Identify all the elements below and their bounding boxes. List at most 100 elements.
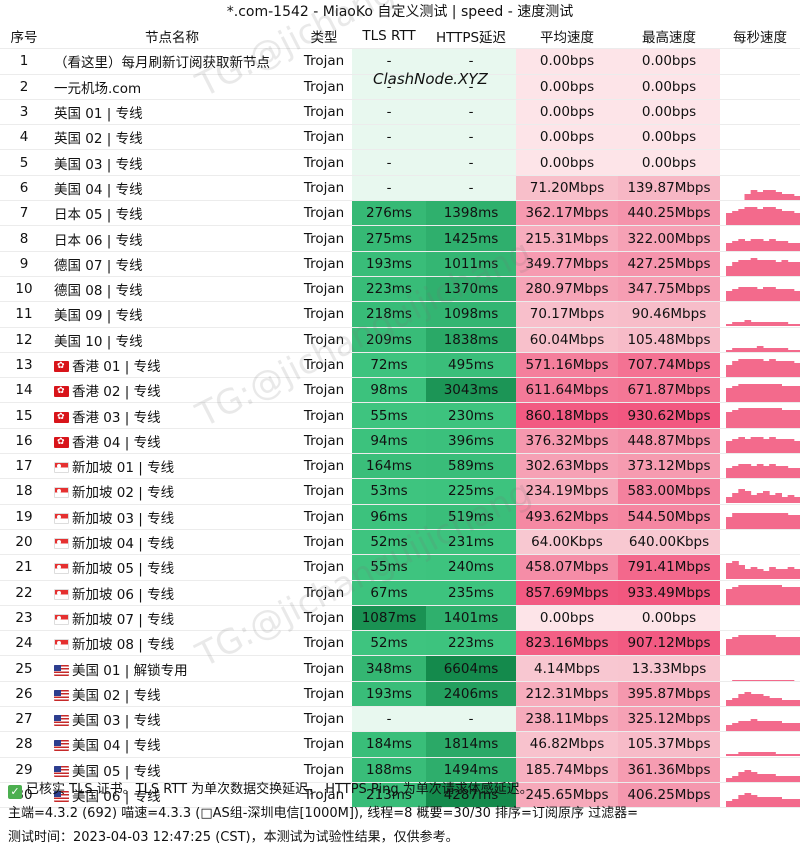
flag-hk-icon [54,361,69,372]
sparkline-bar [769,384,776,402]
cell-no: 21 [0,554,48,581]
cell-avg-speed: 212.31Mbps [516,681,618,708]
footer-cert-note: ✓ 已核实 TLS 证书。TLS RTT 为单次数据交换延迟， HTTPS Pin… [0,780,800,800]
cell-tls-rtt: 276ms [352,200,426,227]
cell-type: Trojan [296,554,352,581]
node-name-text: 美国 04 | 专线 [54,181,143,198]
cell-tls-rtt: 55ms [352,402,426,429]
sparkline-bar [726,291,733,301]
cell-per-second-speed [720,200,800,227]
sparkline-bar [775,637,782,655]
sparkline-bar [726,324,733,327]
cell-per-second-speed [720,124,800,151]
cell-per-second-speed [720,529,800,556]
cell-node-name: 新加坡 04 | 专线 [48,529,296,556]
cell-https-latency: 1814ms [426,731,516,758]
cell-type: Trojan [296,504,352,530]
table-row: 4 英国 02 | 专线 Trojan - -0.00bps 0.00bps [0,124,800,151]
cell-max-speed: 0.00bps [618,99,720,126]
flag-us-icon [54,689,69,701]
sparkline-bar [738,512,745,529]
sparkline-bar [769,567,776,580]
cell-node-name: 香港 04 | 专线 [48,428,296,455]
sparkline-bar [769,635,776,655]
sparkline-bar [763,189,770,200]
table-row: 10 德国 08 | 专线 Trojan 223ms 1370ms 280.97Mbps 3… [0,276,800,303]
sparkline-bar [744,635,752,655]
cell-node-name: 美国 05 | 专线 [48,757,296,783]
speed-sparkline [726,407,800,428]
cell-avg-speed: 185.74Mbps [516,757,618,783]
sparkline-bar [769,407,776,428]
cell-https-latency: 1401ms [426,605,516,632]
sparkline-bar [775,407,782,428]
cell-node-name: 美国 10 | 专线 [48,327,296,353]
cell-max-speed: 440.25Mbps [618,200,720,227]
cell-node-name: 新加坡 08 | 专线 [48,630,296,657]
cell-avg-speed: 0.00bps [516,124,618,151]
sparkline-bar [763,322,770,327]
node-name-text: 美国 06 | 专线 [72,789,161,806]
sparkline-bar [750,189,758,200]
footer-test-time: 测试时间：2023-04-03 12:47:25 (CST)，本测试为试验性结果… [8,830,459,845]
sparkline-bar [763,207,770,225]
cell-avg-speed: 234.19Mbps [516,478,618,505]
cell-max-speed: 325.12Mbps [618,706,720,733]
sparkline-bar [793,637,800,655]
sparkline-bar [732,386,739,402]
sparkline-bar [781,497,789,504]
sparkline-bar [738,464,745,478]
cell-https-latency: 223ms [426,630,516,657]
sparkline-bar [793,799,800,807]
sparkline-bar [750,584,758,605]
cell-per-second-speed [720,251,800,277]
cell-tls-rtt: 52ms [352,529,426,556]
speed-sparkline [726,436,800,453]
sparkline-bar [763,491,770,504]
cell-no: 12 [0,327,48,353]
sparkline-bar [756,238,764,251]
cell-node-name: 日本 06 | 专线 [48,225,296,252]
cell-no: 7 [0,200,48,227]
sparkline-bar [726,516,733,529]
sparkline-bar [775,679,782,681]
cell-https-latency: - [426,74,516,100]
sparkline-bar [781,466,789,478]
cell-no: 13 [0,352,48,379]
sparkline-bar [781,754,789,757]
sparkline-bar [793,409,800,428]
sparkline-bar [756,384,764,402]
sparkline-bar [775,493,782,504]
node-name-text: 美国 04 | 专线 [72,738,161,755]
cell-no: 20 [0,529,48,556]
cell-no: 9 [0,251,48,277]
cell-no: 14 [0,377,48,404]
cell-no: 19 [0,504,48,530]
sparkline-bar [787,637,795,655]
sparkline-bar [769,679,776,681]
speed-sparkline [726,691,800,706]
speed-sparkline [720,75,800,99]
cell-type: Trojan [296,478,352,505]
sparkline-bar [738,359,745,377]
cell-per-second-speed [720,655,800,682]
cell-node-name: 美国 09 | 专线 [48,301,296,328]
sparkline-bar [793,324,800,327]
cell-tls-rtt: 218ms [352,301,426,328]
cell-max-speed: 544.50Mbps [618,504,720,530]
sparkline-bar [750,322,758,327]
sparkline-bar [793,349,800,352]
table-row: 12 美国 10 | 专线 Trojan 209ms 1838ms 60.04Mbps 10… [0,327,800,353]
cell-no: 4 [0,124,48,151]
sparkline-bar [732,466,739,478]
cell-per-second-speed [720,327,800,353]
sparkline-bar [756,679,764,681]
sparkline-bar [763,571,770,580]
sparkline-bar [781,347,789,352]
cell-node-name: 美国 01 | 解锁专用 [48,655,296,682]
table-row: 13 香港 01 | 专线 Trojan72ms495ms571.16Mbps707… [0,352,800,379]
sparkline-bar [756,635,764,655]
cell-avg-speed: 0.00bps [516,74,618,100]
sparkline-bar [750,567,758,580]
sparkline-bar [781,289,789,301]
